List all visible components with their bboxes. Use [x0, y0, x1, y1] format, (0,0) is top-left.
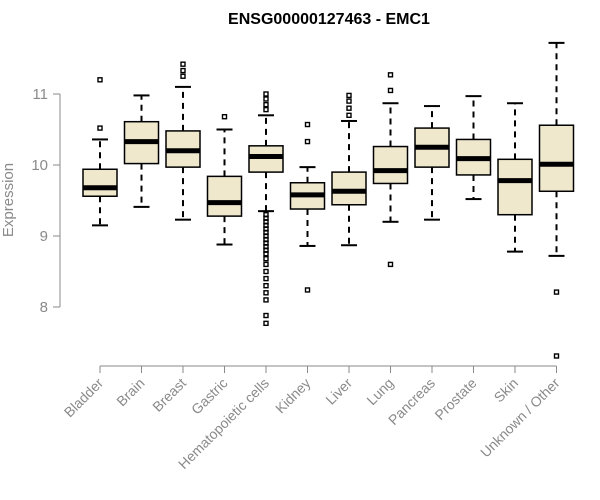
outlier-point — [263, 297, 269, 303]
outlier-point — [553, 289, 560, 295]
box-group — [331, 92, 367, 247]
iqr-box — [538, 124, 575, 193]
outlier-point — [263, 96, 269, 102]
y-axis-label: Expression — [0, 163, 17, 237]
x-tick-label: Bladder — [61, 375, 107, 421]
outlier-point — [387, 87, 394, 94]
x-tick-label: Skin — [491, 375, 522, 406]
outlier-point — [221, 114, 228, 120]
y-tick-label: 9 — [40, 228, 48, 245]
x-tick-label: Prostate — [431, 375, 479, 423]
x-tick-label: Lung — [363, 375, 396, 408]
box-group — [206, 114, 243, 246]
outlier-point — [263, 256, 269, 262]
x-tick-label: Kidney — [272, 375, 314, 417]
box-group — [455, 95, 492, 201]
outlier-point — [263, 283, 269, 289]
boxes-group — [82, 41, 575, 359]
iqr-box — [372, 145, 409, 185]
outlier-point — [263, 290, 269, 296]
outlier-point — [346, 112, 352, 119]
outlier-point — [387, 261, 394, 268]
box-group — [289, 121, 326, 293]
y-tick-label: 8 — [40, 299, 48, 316]
outlier-point — [180, 61, 186, 67]
outlier-point — [263, 320, 269, 327]
box-group — [372, 72, 409, 268]
x-tick-label: Brain — [113, 375, 147, 409]
outlier-point — [263, 268, 269, 275]
outlier-point — [263, 261, 269, 268]
box-group — [82, 77, 118, 227]
outlier-point — [180, 73, 186, 79]
box-group — [497, 102, 533, 253]
outlier-point — [263, 275, 269, 282]
outlier-point — [97, 125, 103, 131]
iqr-box — [206, 175, 243, 217]
x-tick-label: Breast — [149, 375, 189, 415]
box-group — [414, 105, 450, 221]
x-tick-label: Unknown / Other — [477, 375, 563, 461]
box-group — [248, 91, 284, 327]
outlier-point — [180, 67, 186, 74]
outlier-point — [346, 98, 352, 104]
iqr-box — [331, 171, 367, 206]
outlier-point — [304, 287, 311, 293]
outlier-point — [263, 101, 269, 108]
y-tick-label: 10 — [31, 157, 48, 174]
chart-title: ENSG00000127463 - EMC1 — [228, 11, 430, 28]
iqr-box — [497, 158, 533, 216]
iqr-box — [82, 168, 118, 197]
outlier-point — [387, 72, 394, 78]
outlier-point — [553, 353, 560, 359]
box-group — [123, 94, 160, 208]
box-group — [165, 61, 201, 221]
outlier-point — [346, 105, 352, 111]
y-axis: 8 9 10 11 — [31, 86, 61, 316]
outlier-point — [304, 138, 311, 145]
outlier-point — [263, 106, 269, 113]
outlier-point — [346, 92, 352, 99]
outlier-point — [263, 91, 269, 97]
outlier-point — [263, 312, 269, 319]
outlier-point — [304, 121, 311, 128]
x-tick-label: Liver — [322, 375, 355, 408]
outlier-point — [263, 251, 269, 257]
y-tick-label: 11 — [32, 86, 48, 103]
box-group — [538, 41, 575, 359]
outlier-point — [97, 77, 103, 83]
